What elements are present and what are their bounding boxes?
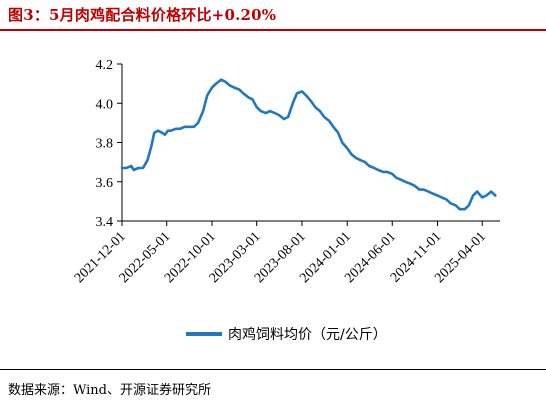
source-divider bbox=[0, 369, 546, 370]
y-tick-label: 3.4 bbox=[96, 215, 114, 230]
x-axis-ticks: 2021-12-012022-05-012022-10-012023-03-01… bbox=[72, 221, 489, 286]
legend-label: 肉鸡饲料均价（元/公斤） bbox=[228, 326, 387, 343]
legend: 肉鸡饲料均价（元/公斤） bbox=[186, 326, 387, 343]
line-chart: 3.4 3.6 3.8 4.0 4.2 2021-12-012022-05-012022… bbox=[72, 58, 500, 343]
figure-title: 图3：5月肉鸡配合料价格环比+0.20% bbox=[8, 6, 277, 24]
title-divider bbox=[0, 29, 546, 31]
series-line bbox=[120, 78, 497, 211]
y-tick-label: 3.6 bbox=[96, 176, 114, 191]
y-axis-ticks: 3.4 3.6 3.8 4.0 4.2 bbox=[96, 58, 122, 230]
series-layer bbox=[120, 78, 497, 211]
y-tick-label: 4.0 bbox=[96, 97, 114, 112]
y-tick-label: 3.8 bbox=[96, 137, 114, 152]
y-tick-label: 4.2 bbox=[96, 58, 114, 73]
source-note: 数据来源：Wind、开源证券研究所 bbox=[8, 383, 211, 398]
